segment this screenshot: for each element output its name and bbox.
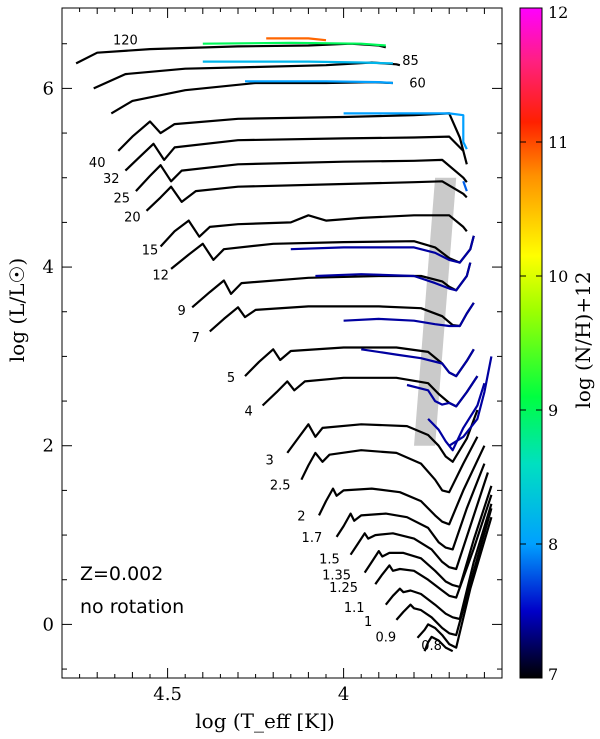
mass-label-60: 60 — [409, 76, 426, 91]
colored-segment-6 — [290, 235, 475, 264]
colored-segment-8 — [343, 302, 475, 328]
mass-label-15: 15 — [142, 244, 159, 259]
mass-label-2.5: 2.5 — [270, 478, 291, 493]
mass-label-4: 4 — [244, 404, 252, 419]
plot-frame — [61, 7, 503, 679]
x-axis-title: log (T_eff [K]) — [195, 709, 335, 733]
track-25msun — [135, 158, 468, 192]
colorbar-ticks: 7 8 9 10 11 12 — [520, 3, 568, 684]
track-1.7msun — [335, 463, 486, 551]
track-15msun — [159, 214, 468, 248]
mass-label-2: 2 — [297, 510, 305, 525]
mass-label-1.35: 1.35 — [322, 569, 351, 584]
track-1msun — [395, 508, 493, 637]
mass-label-85: 85 — [402, 54, 419, 69]
mass-label-20: 20 — [124, 210, 141, 225]
colored-segment-10 — [406, 375, 479, 408]
colored-segment-4 — [343, 112, 468, 150]
mass-label-5: 5 — [227, 371, 235, 386]
track-0.8msun — [423, 635, 454, 653]
mass-label-1.5: 1.5 — [319, 553, 340, 568]
track-2.5msun — [300, 436, 479, 494]
x-tick-label: 4.5 — [153, 684, 182, 705]
colorbar — [519, 7, 543, 679]
mass-label-40: 40 — [89, 156, 106, 171]
rotation-annotation: no rotation — [80, 596, 184, 618]
mass-label-25: 25 — [114, 192, 131, 207]
mass-label-0.8: 0.8 — [421, 639, 442, 654]
evolutionary-tracks — [75, 42, 493, 653]
track-4msun — [261, 375, 479, 408]
colorbar-tick-label: 11 — [548, 133, 568, 152]
y-tick-label: 4 — [43, 257, 54, 278]
colorbar-title: log (N/H)+12 — [571, 271, 595, 408]
track-20msun — [145, 180, 468, 212]
mass-label-12: 12 — [152, 269, 169, 284]
colorbar-tick-label: 9 — [548, 401, 558, 420]
colorbar-tick-label: 10 — [548, 267, 568, 286]
colored-segment-0 — [266, 37, 327, 42]
y-axis-title: log (L/L☉) — [5, 258, 29, 362]
mass-labels: 1208560403225201512975432.521.71.51.351.… — [89, 34, 442, 655]
mass-label-32: 32 — [103, 172, 120, 187]
track-1.5msun — [349, 472, 489, 571]
track-0.9msun — [416, 516, 493, 649]
mass-label-9: 9 — [178, 304, 186, 319]
y-tick-label: 0 — [43, 614, 54, 635]
mass-label-1.1: 1.1 — [344, 601, 365, 616]
track-2msun — [318, 445, 486, 526]
mass-label-1.25: 1.25 — [329, 581, 358, 596]
colored-segment-9 — [361, 348, 475, 378]
colored-segment-3 — [245, 80, 393, 85]
colored-segment-5 — [462, 180, 468, 192]
colored-segment-2 — [202, 60, 393, 65]
track-3msun — [286, 409, 479, 463]
nitrogen-colored-segments — [202, 37, 493, 452]
y-tick-label: 2 — [43, 436, 54, 457]
track-32msun — [124, 135, 468, 172]
mass-label-7: 7 — [192, 331, 200, 346]
colorbar-tick-label: 7 — [548, 665, 558, 684]
colored-segment-1 — [202, 41, 386, 47]
metallicity-annotation: Z=0.002 — [80, 563, 163, 585]
track-60msun — [110, 80, 393, 115]
mass-label-1: 1 — [364, 615, 372, 630]
mass-label-120: 120 — [113, 34, 138, 49]
colorbar-tick-label: 8 — [548, 535, 558, 554]
colored-segment-7 — [315, 262, 472, 292]
track-40msun — [117, 112, 465, 152]
colored-segment-12 — [448, 356, 493, 447]
track-1.25msun — [374, 494, 493, 599]
mass-label-3: 3 — [266, 453, 274, 468]
y-tick-label: 6 — [43, 78, 54, 99]
colored-segment-11 — [427, 382, 486, 452]
instability-strip-band — [414, 177, 457, 446]
colorbar-tick-label: 12 — [548, 3, 568, 22]
mass-label-0.9: 0.9 — [375, 630, 396, 645]
x-tick-label: 4 — [338, 684, 349, 705]
mass-label-1.7: 1.7 — [302, 531, 323, 546]
